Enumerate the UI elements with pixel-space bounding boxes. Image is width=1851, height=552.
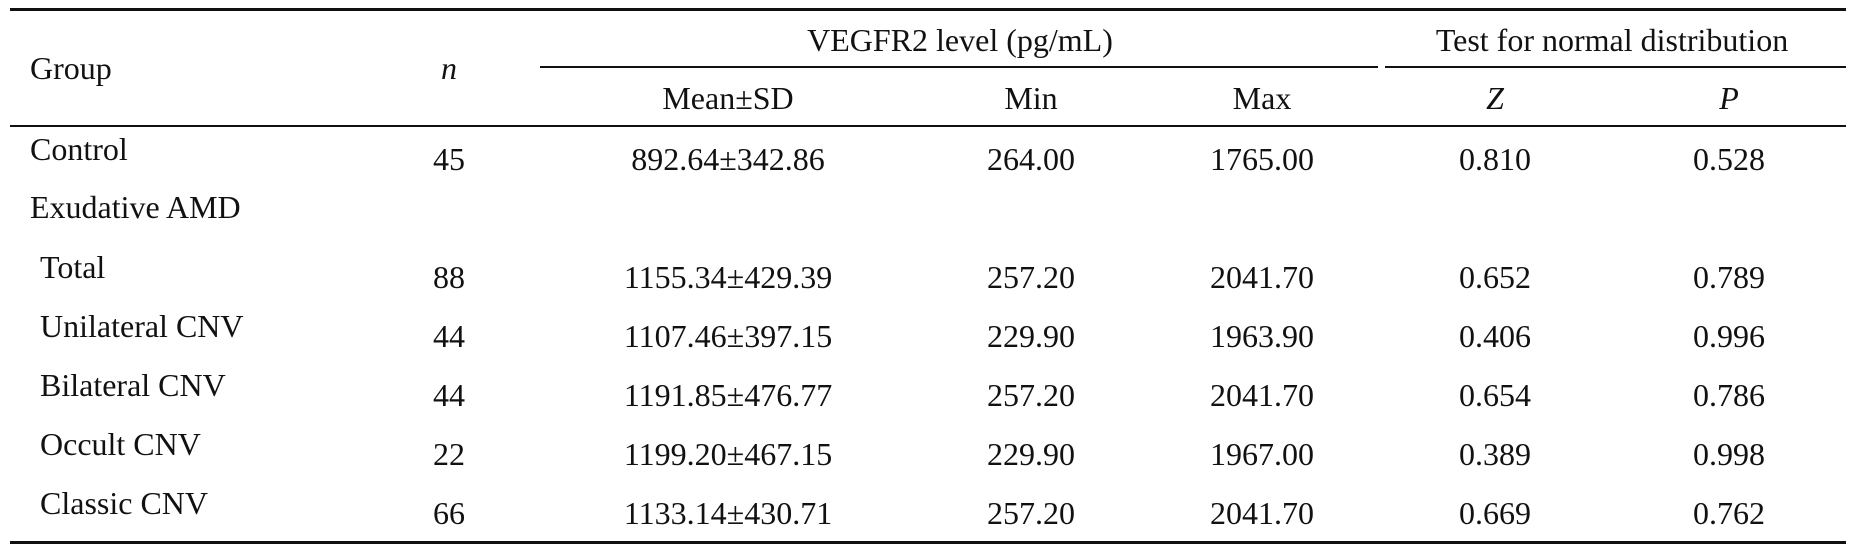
row-max: 1963.90 [1210, 318, 1314, 354]
row-min: 257.20 [987, 377, 1075, 413]
header-mean-sd: Mean±SD [662, 80, 794, 116]
row-z: 0.389 [1459, 436, 1531, 472]
top-rule [10, 8, 1846, 11]
row-group: Unilateral CNV [40, 308, 244, 344]
row-group: Control [30, 131, 128, 167]
row-min: 229.90 [987, 318, 1075, 354]
row-mean-sd: 1107.46±397.15 [623, 318, 833, 354]
row-min: 257.20 [987, 495, 1075, 531]
row-group: Bilateral CNV [40, 367, 226, 403]
row-min: 257.20 [987, 259, 1075, 295]
row-z: 0.654 [1459, 377, 1531, 413]
row-n: 88 [433, 259, 465, 295]
row-mean-sd: 892.64±342.86 [631, 141, 825, 177]
normality-group-rule [1385, 66, 1846, 68]
row-max: 1765.00 [1210, 141, 1314, 177]
row-p: 0.789 [1693, 259, 1765, 295]
header-z: Z [1486, 80, 1504, 116]
header-normality-test: Test for normal distribution [1435, 22, 1789, 58]
row-z: 0.669 [1459, 495, 1531, 531]
header-vegfr2-level: VEGFR2 level (pg/mL) [807, 22, 1113, 58]
row-min: 264.00 [987, 141, 1075, 177]
row-z: 0.652 [1459, 259, 1531, 295]
row-p: 0.996 [1693, 318, 1765, 354]
row-z: 0.810 [1459, 141, 1531, 177]
row-n: 44 [433, 377, 465, 413]
header-max: Max [1232, 80, 1292, 116]
header-min: Min [1004, 80, 1058, 116]
row-min: 229.90 [987, 436, 1075, 472]
row-max: 1967.00 [1210, 436, 1314, 472]
vegfr2-group-rule [540, 66, 1378, 68]
row-max: 2041.70 [1210, 259, 1314, 295]
row-z: 0.406 [1459, 318, 1531, 354]
header-group: Group [30, 50, 112, 86]
row-n: 44 [433, 318, 465, 354]
row-group: Classic CNV [40, 485, 208, 521]
row-mean-sd: 1133.14±430.71 [623, 495, 833, 531]
row-p: 0.528 [1693, 141, 1765, 177]
row-p: 0.786 [1693, 377, 1765, 413]
row-max: 2041.70 [1210, 495, 1314, 531]
row-group: Total [40, 249, 106, 285]
row-group: Occult CNV [40, 426, 201, 462]
row-p: 0.998 [1693, 436, 1765, 472]
header-bottom-rule [10, 125, 1846, 127]
header-n: n [441, 50, 457, 86]
bottom-rule [10, 541, 1846, 544]
row-mean-sd: 1155.34±429.39 [623, 259, 833, 295]
row-max: 2041.70 [1210, 377, 1314, 413]
subheading-exudative-amd: Exudative AMD [30, 189, 241, 225]
row-mean-sd: 1199.20±467.15 [623, 436, 833, 472]
row-mean-sd: 1191.85±476.77 [623, 377, 833, 413]
header-p: P [1719, 80, 1739, 116]
row-n: 22 [433, 436, 465, 472]
row-p: 0.762 [1693, 495, 1765, 531]
row-n: 45 [433, 141, 465, 177]
row-n: 66 [433, 495, 465, 531]
